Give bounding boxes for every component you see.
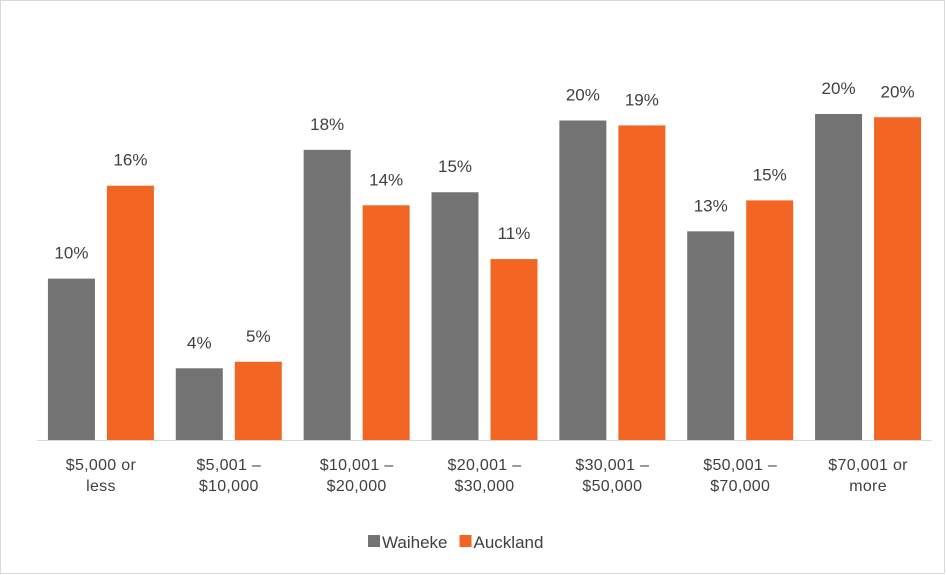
data-label: 11% <box>498 224 531 243</box>
x-tick-label: $20,001 – $30,000 <box>447 457 522 495</box>
data-label: 15% <box>438 157 472 176</box>
data-label: 13% <box>694 196 728 215</box>
data-label: 20% <box>822 79 856 98</box>
data-label: 16% <box>113 151 147 170</box>
legend-swatch <box>368 535 380 547</box>
bar <box>234 361 282 440</box>
data-label: 10% <box>54 244 88 263</box>
data-label: 20% <box>566 86 600 105</box>
bar <box>106 185 154 440</box>
bar <box>303 149 351 441</box>
x-tick-label: $10,001 – $20,000 <box>319 457 394 495</box>
x-tick-label: $5,000 or less <box>65 457 137 495</box>
data-label: 19% <box>625 90 659 109</box>
bar <box>362 205 410 440</box>
legend-label: Waiheke <box>382 533 448 552</box>
x-tick-label: $5,001 – $10,000 <box>196 457 262 495</box>
bar <box>618 125 666 440</box>
bar <box>687 231 735 440</box>
data-label: 15% <box>753 165 787 184</box>
legend-label: Auckland <box>474 533 544 552</box>
bar <box>559 120 607 441</box>
data-label: 4% <box>187 333 212 352</box>
x-tick-label: $50,001 – $70,000 <box>703 457 778 495</box>
data-label: 18% <box>310 115 344 134</box>
bar <box>175 368 223 440</box>
x-tick-label: $30,001 – $50,000 <box>575 457 650 495</box>
bar <box>874 117 922 440</box>
bar <box>431 192 479 440</box>
bar <box>47 278 95 440</box>
data-label: 20% <box>881 82 915 101</box>
legend-swatch <box>459 535 472 547</box>
bar <box>746 200 794 440</box>
x-tick-label: $70,001 or more <box>828 457 908 495</box>
data-label: 14% <box>369 170 403 189</box>
data-label: 5% <box>246 327 271 346</box>
bar <box>490 259 538 440</box>
bar <box>815 114 863 440</box>
